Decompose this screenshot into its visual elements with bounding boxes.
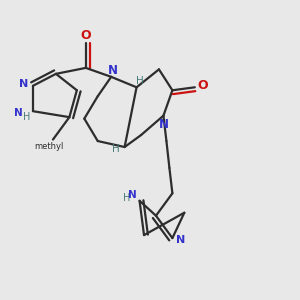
- Text: H: H: [136, 76, 144, 86]
- Text: N: N: [128, 190, 136, 200]
- Text: N: N: [176, 236, 185, 245]
- Text: N: N: [20, 79, 28, 89]
- Text: methyl: methyl: [35, 142, 64, 151]
- Text: O: O: [198, 79, 208, 92]
- Text: H: H: [123, 194, 131, 203]
- Text: H: H: [112, 143, 119, 154]
- Text: N: N: [158, 118, 168, 130]
- Text: H: H: [23, 112, 30, 122]
- Text: O: O: [80, 28, 91, 41]
- Text: N: N: [108, 64, 118, 77]
- Text: N: N: [14, 108, 23, 118]
